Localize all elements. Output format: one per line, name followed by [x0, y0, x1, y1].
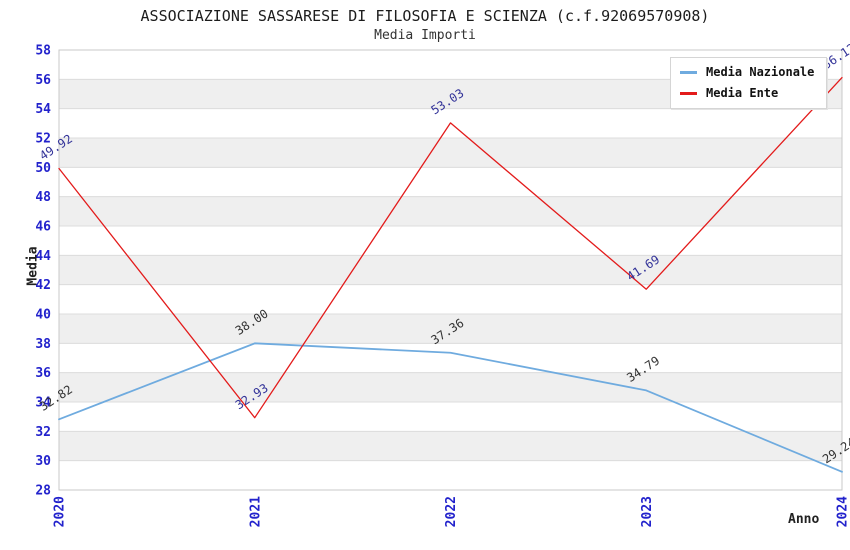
x-axis-title: Anno	[788, 512, 820, 527]
y-tick-label: 32	[35, 425, 51, 440]
x-tick-label: 2023	[640, 496, 655, 527]
grid-band	[59, 196, 842, 226]
grid-band	[59, 255, 842, 285]
grid-band	[59, 431, 842, 461]
y-tick-label: 56	[35, 73, 51, 88]
y-tick-label: 30	[35, 454, 51, 469]
x-tick-label: 2020	[53, 496, 68, 527]
grid-band	[59, 460, 842, 490]
x-tick-label: 2022	[444, 496, 459, 527]
grid-band	[59, 343, 842, 373]
chart-subtitle: Media Importi	[374, 28, 476, 43]
y-tick-label: 52	[35, 132, 51, 147]
grid-band	[59, 138, 842, 168]
y-tick-label: 42	[35, 278, 51, 293]
series-line-media-nazionale	[58, 342, 843, 473]
y-tick-label: 50	[35, 161, 51, 176]
grid-band	[59, 372, 842, 402]
y-tick-label: 38	[35, 337, 51, 352]
grid-band	[59, 402, 842, 432]
chart-title: ASSOCIAZIONE SASSARESE DI FILOSOFIA E SC…	[140, 7, 710, 25]
legend-label-media-nazionale: Media Nazionale	[706, 65, 815, 79]
plot-frame	[58, 49, 843, 491]
grid-band	[59, 284, 842, 314]
legend: Media Nazionale Media Ente	[670, 57, 828, 109]
x-tick-label: 2024	[836, 496, 850, 527]
media-ente-line-swatch	[680, 91, 697, 95]
legend-item-media-nazionale: Media Nazionale	[680, 65, 814, 79]
y-tick-label: 36	[35, 366, 51, 381]
y-tick-label: 54	[35, 102, 51, 117]
x-tick-label: 2021	[248, 496, 263, 527]
y-tick-label: 44	[35, 249, 51, 264]
y-tick-label: 46	[35, 220, 51, 235]
legend-item-media-ente: Media Ente	[680, 86, 814, 100]
series-line-media-ente	[58, 76, 843, 419]
grid-band	[59, 167, 842, 197]
y-tick-label: 28	[35, 484, 51, 499]
grid-band	[59, 314, 842, 344]
y-tick-label: 48	[35, 190, 51, 205]
y-tick-label: 34	[35, 396, 51, 411]
media-nazionale-line-swatch	[680, 70, 697, 74]
y-tick-label: 58	[35, 44, 51, 59]
y-tick-label: 40	[35, 308, 51, 323]
legend-label-media-ente: Media Ente	[706, 86, 779, 100]
grid-band	[59, 226, 842, 256]
y-axis-title: Media	[25, 246, 41, 286]
